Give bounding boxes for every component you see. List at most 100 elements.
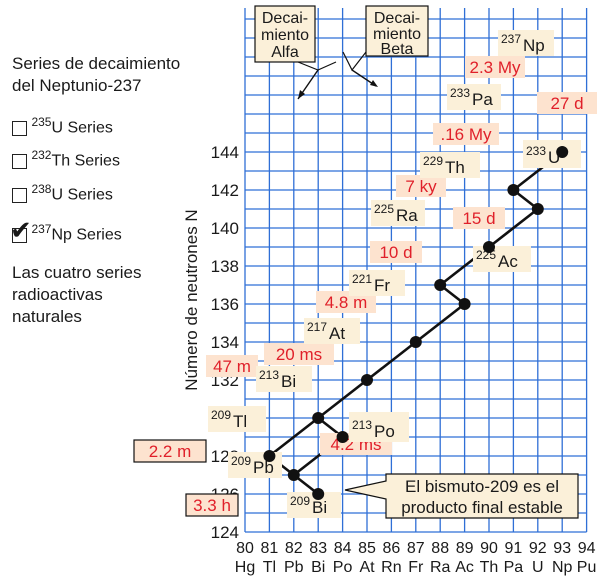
stable-product-note: El bismuto-209 es el producto final estab… (344, 473, 579, 519)
x-tick-label: 82 (285, 540, 303, 557)
legend-footer-line: radioactivas (12, 285, 103, 304)
nuclide-label-np237: 237 Np (501, 32, 545, 55)
x-element-symbol: Th (480, 559, 499, 576)
nuclide-label-box (473, 246, 531, 272)
legend-label: Th Series (51, 152, 120, 170)
x-tick-label: 83 (309, 540, 327, 557)
nuclide-label-box (304, 318, 360, 344)
nuclide-label-box (498, 30, 554, 56)
half-life-box (465, 56, 525, 78)
nuclide-label-bi209: 209 Bi (290, 494, 327, 517)
nuclide-point-np237 (556, 146, 569, 158)
x-tick-label: 80 (236, 540, 254, 557)
legend-label: Np Series (51, 226, 122, 244)
x-tick-label: 87 (407, 540, 425, 557)
nuclide-point-u233 (531, 203, 544, 215)
note-text-line2: producto final estable (401, 498, 563, 517)
nuclide-point-po213 (336, 431, 349, 443)
legend-mass: 238 (31, 182, 52, 196)
legend-mass: 235 (31, 115, 52, 129)
x-element-symbol: Pa (504, 559, 524, 576)
beta-key-text: Beta (381, 41, 414, 58)
half-life-value: 3.3 h (193, 496, 231, 515)
half-life-value: 20 ms (276, 345, 322, 364)
half-life-labels: 2.3 My 27 d .16 My 7 ky 15 d 10 d 4.8 m 20 ms 47… (133, 56, 597, 517)
y-tick-label: 138 (211, 257, 239, 276)
nuclide-label-box (349, 412, 409, 442)
legend-mass: 232 (31, 148, 52, 162)
y-tick-label: 134 (211, 333, 239, 352)
x-element-symbol: Hg (235, 559, 255, 576)
x-tick-label: 86 (383, 540, 401, 557)
x-element-symbol: Tl (263, 559, 276, 576)
nuclide-label-po213: 213 Po (352, 418, 395, 441)
nuclide-symbol: Np (523, 36, 545, 55)
nuclide-label-box (447, 84, 501, 110)
y-tick-label: 124 (211, 523, 239, 542)
y-tick-label: 136 (211, 295, 239, 314)
nuclide-mass: 225 (374, 202, 394, 216)
legend-item-u235[interactable]: 235U Series (12, 115, 113, 139)
x-element-symbol: Po (333, 559, 353, 576)
nuclide-symbol: Pa (472, 90, 493, 109)
nuclide-label-at217: 217 At (307, 320, 345, 343)
x-element-symbol: Ra (430, 559, 451, 576)
legend-item-u238[interactable]: 238U Series (12, 182, 113, 206)
half-life-box (264, 343, 334, 365)
legend-item-th232[interactable]: 232Th Series (12, 148, 120, 172)
nuclide-label-fr221: 221 Fr (352, 272, 390, 295)
nuclide-symbol: At (329, 324, 345, 343)
half-life-value: 2.2 m (149, 442, 192, 461)
nuclide-label-ra225: 225 Ra (374, 202, 418, 225)
nuclide-mass: 209 (290, 494, 310, 508)
checkmark-icon: ✔ (10, 214, 32, 245)
note-callout-box (344, 473, 579, 519)
nuclide-mass: 213 (352, 418, 372, 432)
nuclide-label-box (208, 406, 266, 432)
decay-link (488, 207, 539, 249)
half-life-box (433, 123, 499, 145)
nuclide-point-bi213 (312, 412, 325, 424)
x-element-symbol: At (359, 559, 375, 576)
checkbox-th232[interactable] (12, 153, 27, 169)
x-element-symbol: Bi (311, 559, 325, 576)
nuclide-symbol: Fr (374, 276, 390, 295)
nuclide-label-box (523, 140, 581, 168)
nuclide-symbol: Bi (281, 372, 296, 391)
decay-link (366, 340, 417, 382)
nuclide-symbol: Po (374, 422, 395, 441)
half-life-box (453, 207, 505, 229)
nuclide-symbol: Th (445, 158, 465, 177)
checkbox-u235[interactable] (12, 120, 27, 136)
legend-item-np237[interactable]: ✔ 237Np Series (10, 217, 122, 246)
checkbox-u238[interactable] (12, 187, 27, 203)
beta-key-box (365, 5, 429, 57)
legend-label: U Series (51, 186, 113, 204)
legend-footer: Las cuatro series radioactivas naturales (12, 262, 202, 328)
checkbox-np237[interactable]: ✔ (10, 217, 32, 243)
x-element-symbol: Pu (577, 559, 597, 576)
half-life-box (185, 493, 239, 517)
alpha-key-box (254, 5, 316, 63)
legend-label: U Series (51, 119, 113, 137)
half-life-value: 7 ky (405, 177, 437, 196)
nuclide-label-bi213: 213 Bi (259, 368, 296, 391)
half-life-box (133, 439, 207, 463)
x-element-symbol: Np (552, 559, 573, 576)
half-life-value: 15 d (462, 209, 495, 228)
nuclide-point-bi209 (312, 488, 325, 500)
nuclide-symbol: Bi (312, 498, 327, 517)
nuclide-label-box (420, 152, 480, 178)
half-life-value: 10 d (379, 243, 412, 262)
half-life-box (206, 355, 258, 377)
half-life-box (316, 291, 376, 313)
x-element-symbol: Fr (408, 559, 424, 576)
legend-footer-line: Las cuatro series (12, 263, 142, 282)
legend-title-line1: Series de decaimiento (12, 54, 181, 73)
x-tick-label: 89 (456, 540, 474, 557)
alpha-key-pointer (297, 61, 337, 71)
nuclide-mass: 233 (526, 144, 546, 158)
